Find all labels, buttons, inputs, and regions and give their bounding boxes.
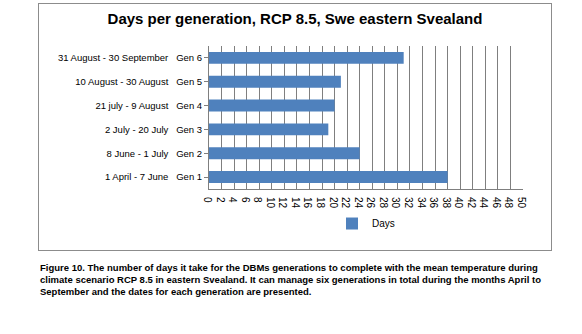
html-text:Figure 10. The number of days: Figure 10. The number of days it take fo… [40, 262, 541, 297]
svg-text:40: 40 [453, 197, 464, 209]
svg-text:2: 2 [215, 197, 226, 203]
svg-text:Days: Days [372, 218, 395, 229]
svg-text:28: 28 [378, 197, 389, 209]
svg-text:21 july - 9 August Gen 4: 21 july - 9 August Gen 4 [95, 100, 202, 111]
svg-text:46: 46 [491, 197, 502, 209]
svg-text:Days per generation, RCP 8.5,: Days per generation, RCP 8.5, Swe easter… [108, 10, 483, 27]
svg-text:18: 18 [315, 197, 326, 209]
svg-text:6: 6 [240, 197, 251, 203]
svg-text:0: 0 [202, 197, 213, 203]
svg-text:32: 32 [403, 197, 414, 209]
svg-text:26: 26 [365, 197, 376, 209]
svg-text:38: 38 [441, 197, 452, 209]
svg-text:24: 24 [353, 197, 364, 209]
svg-text:42: 42 [466, 197, 477, 209]
svg-text:12: 12 [277, 197, 288, 209]
svg-text:8 June - 1 July Gen 2: 8 June - 1 July Gen 2 [107, 148, 203, 159]
svg-text:8: 8 [252, 197, 263, 203]
svg-text:10 August - 30 August Gen 5: 10 August - 30 August Gen 5 [75, 76, 202, 87]
svg-text:44: 44 [478, 197, 489, 209]
svg-text:31 August - 30 September Gen: 31 August - 30 September Gen 6 [58, 52, 202, 63]
svg-text:50: 50 [516, 197, 527, 209]
svg-text:16: 16 [302, 197, 313, 209]
svg-text:1 April - 7 June Gen 1: 1 April - 7 June Gen 1 [105, 171, 202, 182]
svg-text:36: 36 [428, 197, 439, 209]
svg-text:30: 30 [390, 197, 401, 209]
svg-text:4: 4 [227, 197, 238, 203]
svg-text:34: 34 [416, 197, 427, 209]
svg-text:48: 48 [503, 197, 514, 209]
svg-text:2 July - 20 July Gen 3: 2 July - 20 July Gen 3 [105, 124, 202, 135]
svg-text:14: 14 [290, 197, 301, 209]
svg-text:22: 22 [340, 197, 351, 209]
svg-text:20: 20 [328, 197, 339, 209]
svg-text:10: 10 [265, 197, 276, 209]
